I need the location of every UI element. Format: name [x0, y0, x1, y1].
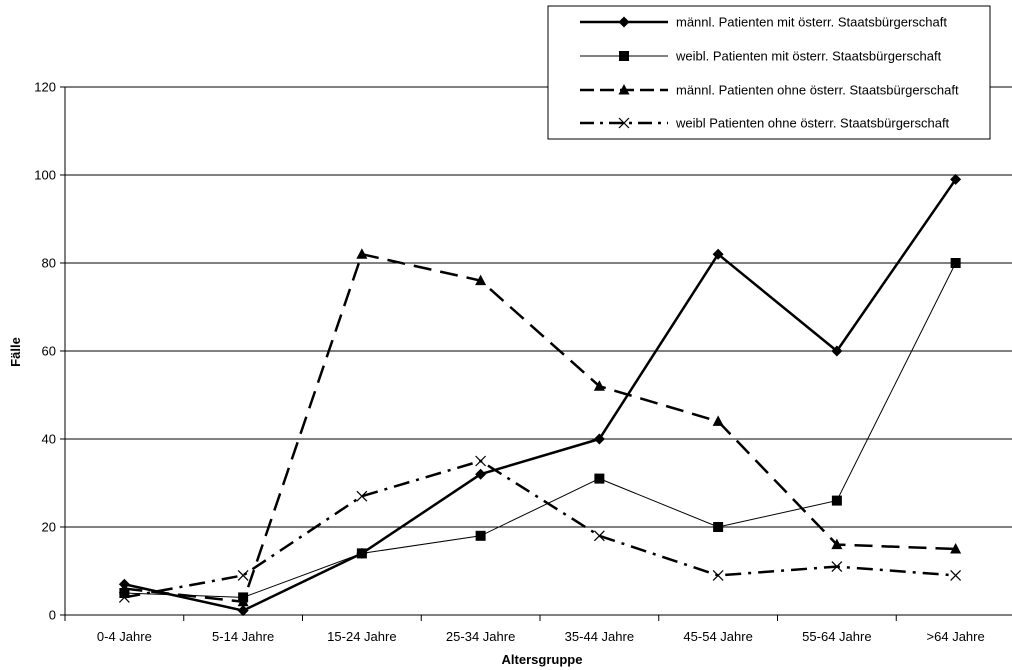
- series-line-2: [124, 262, 957, 598]
- marker-x-stroke: [712, 569, 724, 581]
- series-markers: [118, 173, 962, 617]
- y-tick-label: 0: [49, 608, 56, 623]
- axes: [60, 86, 1012, 621]
- legend: männl. Patienten mit österr. Staatsbürge…: [547, 5, 991, 140]
- marker-x-stroke: [831, 561, 843, 573]
- y-tick-label: 40: [42, 432, 56, 447]
- y-tick-label: 20: [42, 520, 56, 535]
- data-point-series-3: [831, 538, 843, 550]
- marker-x-stroke: [237, 569, 249, 581]
- x-tick-label: >64 Jahre: [927, 629, 985, 644]
- legend-label-4: weibl Patienten ohne österr. Staatsbürge…: [675, 116, 950, 131]
- x-tick-label: 5-14 Jahre: [212, 629, 274, 644]
- legend-label-3: männl. Patienten ohne österr. Staatsbürg…: [676, 83, 959, 98]
- legend-box: [547, 5, 991, 140]
- series-line-1: [124, 178, 957, 612]
- data-point-series-3: [593, 380, 605, 391]
- marker-x-stroke: [593, 530, 605, 542]
- data-point-series-1: [593, 433, 605, 445]
- legend-marker-2: [619, 51, 629, 61]
- gridlines: [65, 86, 1012, 528]
- data-point-series-3: [475, 274, 487, 286]
- data-point-series-3: [237, 595, 249, 607]
- data-point-series-1: [831, 345, 843, 357]
- data-point-series-4: [118, 591, 130, 603]
- legend-marker-3: [618, 84, 630, 95]
- y-tick-label: 60: [42, 344, 56, 359]
- data-point-series-2: [950, 258, 961, 268]
- series-line-4: [124, 459, 956, 599]
- legend-marker-4: [618, 117, 630, 129]
- marker-x-stroke: [118, 591, 130, 603]
- x-tick-label: 15-24 Jahre: [327, 629, 396, 644]
- data-point-series-4: [950, 569, 962, 581]
- x-tick-labels: 0-4 Jahre 5-14 Jahre 15-24 Jahre 25-34 Jahr…: [97, 629, 985, 644]
- data-point-series-4: [593, 530, 605, 542]
- x-axis-title: Altersgruppe: [502, 652, 583, 667]
- data-point-series-4: [356, 490, 368, 502]
- marker-x-stroke: [950, 569, 962, 581]
- marker-x-stroke: [356, 490, 368, 502]
- x-tick-label: 45-54 Jahre: [683, 629, 752, 644]
- data-point-series-2: [831, 495, 842, 506]
- data-point-series-2: [594, 473, 605, 484]
- data-point-series-4: [712, 569, 724, 581]
- series-lines: [124, 178, 957, 612]
- y-tick-labels: 0 20 40 60 80 100 120: [34, 80, 56, 623]
- data-point-series-1: [712, 248, 724, 260]
- data-point-series-1: [950, 173, 962, 185]
- data-point-series-2: [475, 530, 486, 541]
- y-tick-label: 100: [34, 168, 56, 183]
- legend-label-1: männl. Patienten mit österr. Staatsbürge…: [676, 15, 947, 30]
- data-point-series-3: [712, 415, 724, 426]
- y-tick-label: 120: [34, 80, 56, 95]
- x-tick-label: 55-64 Jahre: [802, 629, 871, 644]
- x-tick-label: 25-34 Jahre: [446, 629, 515, 644]
- data-point-series-3: [118, 582, 130, 594]
- legend-marker-1: [618, 16, 630, 28]
- data-point-series-4: [237, 569, 249, 581]
- y-tick-label: 80: [42, 256, 56, 271]
- marker-x-stroke: [618, 117, 630, 129]
- data-point-series-2: [356, 548, 367, 559]
- data-point-series-3: [950, 543, 962, 554]
- data-point-series-1: [475, 468, 487, 480]
- data-point-series-4: [831, 561, 843, 573]
- x-tick-label: 0-4 Jahre: [97, 629, 152, 644]
- data-point-series-3: [356, 248, 368, 259]
- legend-label-2: weibl. Patienten mit österr. Staatsbürge…: [675, 49, 942, 64]
- data-point-series-4: [475, 455, 487, 467]
- x-tick-label: 35-44 Jahre: [565, 629, 634, 644]
- y-axis-title: Fälle: [8, 337, 23, 367]
- series-line-3: [124, 252, 956, 604]
- data-point-series-1: [237, 605, 249, 617]
- marker-x-stroke: [475, 455, 487, 467]
- data-point-series-2: [713, 522, 724, 532]
